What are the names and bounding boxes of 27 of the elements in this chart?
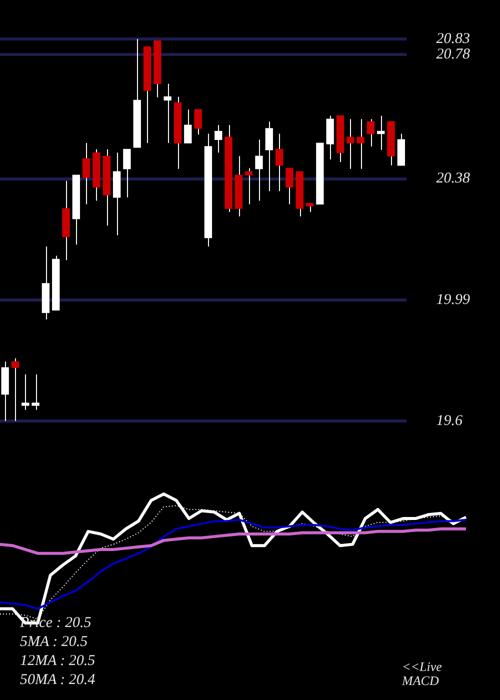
candlestick — [184, 109, 192, 144]
candlestick — [194, 109, 202, 136]
candlestick — [214, 124, 222, 154]
y-tick-label: 20.38 — [436, 170, 470, 187]
candlestick — [164, 83, 172, 144]
y-tick-label: 19.6 — [436, 412, 463, 429]
candlestick — [22, 374, 30, 410]
candlestick — [286, 168, 294, 205]
candlestick — [82, 142, 90, 205]
candlestick — [11, 358, 20, 422]
candlestick — [123, 148, 131, 198]
candlestick — [265, 121, 273, 192]
text: 5MA : 20.5 — [20, 634, 88, 651]
text: 12MA : 20.5 — [20, 653, 96, 670]
candlestick — [366, 118, 375, 147]
candlestick — [275, 133, 284, 192]
candlestick — [346, 118, 354, 170]
text: 50MA : 20.4 — [20, 672, 96, 689]
candlestick — [255, 139, 263, 202]
candlestick — [32, 374, 40, 410]
y-tick-label: 20.83 — [436, 30, 470, 47]
y-tick-label: 19.99 — [436, 292, 470, 308]
text: <<Live MACD — [402, 659, 443, 688]
candlestick — [377, 115, 385, 150]
y-tick-label: 20.78 — [436, 46, 470, 62]
candlestick — [356, 118, 364, 170]
candlestick — [245, 168, 253, 205]
